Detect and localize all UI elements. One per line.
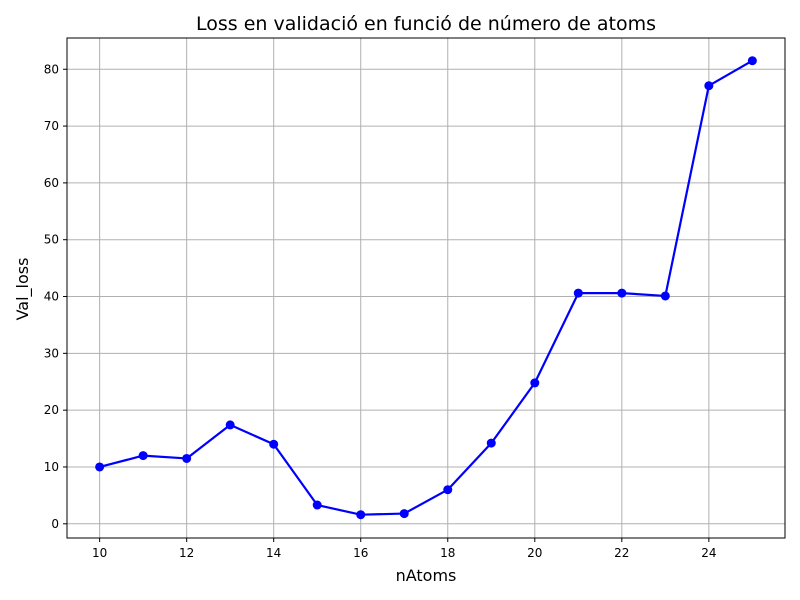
data-series <box>95 56 757 520</box>
data-point <box>443 485 453 495</box>
axis-ticks: 10 12 14 16 18 20 22 24 0 10 20 30 40 50 60 70 80 <box>44 62 717 560</box>
x-tick-label: 20 <box>527 546 542 560</box>
data-point <box>399 509 409 519</box>
y-tick-label: 40 <box>44 290 59 304</box>
x-tick-label: 18 <box>440 546 455 560</box>
y-tick-label: 30 <box>44 346 59 360</box>
x-tick-label: 14 <box>266 546 281 560</box>
y-tick-label: 10 <box>44 460 59 474</box>
y-tick-label: 50 <box>44 233 59 247</box>
data-point <box>747 56 757 66</box>
y-tick-label: 80 <box>44 62 59 76</box>
data-point <box>95 462 105 472</box>
data-point <box>660 291 670 301</box>
x-tick-label: 12 <box>179 546 194 560</box>
y-tick-label: 70 <box>44 119 59 133</box>
data-point <box>138 451 148 461</box>
x-tick-label: 10 <box>92 546 107 560</box>
plot-frame <box>66 37 786 539</box>
data-point <box>269 439 279 449</box>
y-tick-label: 0 <box>51 517 59 531</box>
data-point <box>356 510 366 520</box>
series-line <box>99 59 753 516</box>
chart-title: Loss en validació en funció de número de… <box>196 13 656 35</box>
y-axis-title: Val_loss <box>13 258 33 321</box>
x-tick-label: 16 <box>353 546 368 560</box>
x-tick-label: 24 <box>701 546 716 560</box>
x-axis-title: nAtoms <box>396 566 457 585</box>
data-point <box>486 438 496 448</box>
data-point <box>530 378 540 388</box>
data-point <box>617 288 627 298</box>
data-point <box>182 453 192 463</box>
y-tick-label: 60 <box>44 176 59 190</box>
y-tick-label: 20 <box>44 403 59 417</box>
data-point <box>573 288 583 298</box>
data-point <box>312 500 322 510</box>
data-point <box>225 420 235 430</box>
x-tick-label: 22 <box>614 546 629 560</box>
data-point <box>704 81 714 91</box>
